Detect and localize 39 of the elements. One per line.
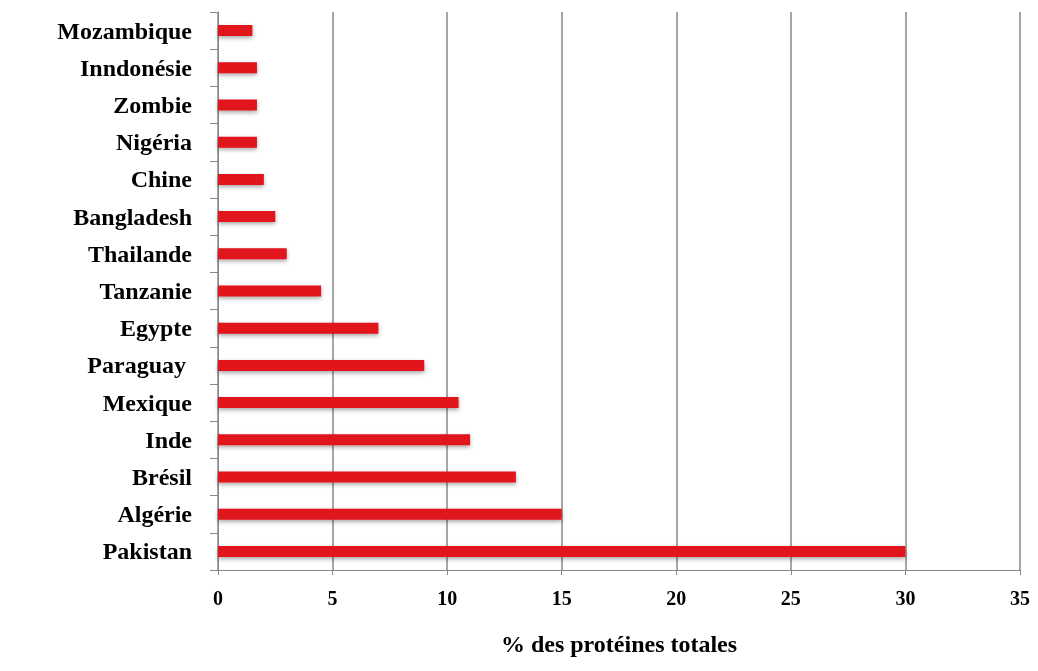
bar	[218, 211, 276, 223]
y-tick-label: Algérie	[117, 501, 193, 528]
bar	[218, 62, 257, 74]
y-tick-label: Zombie	[113, 92, 193, 118]
bar	[218, 173, 264, 185]
bar	[218, 434, 471, 446]
y-tick-label: Pakistan	[102, 538, 192, 565]
bar	[218, 508, 562, 520]
y-tick-label: Tanzanie	[99, 278, 193, 304]
bar	[218, 471, 516, 483]
y-tick-label: Nigéria	[116, 129, 192, 156]
bar	[218, 285, 322, 297]
x-tick-label: 25	[780, 587, 801, 609]
x-tick-label: 35	[1010, 587, 1030, 609]
bar	[218, 99, 257, 111]
y-tick-label: Bangladesh	[73, 203, 192, 230]
y-tick-label: Egypte	[120, 315, 193, 342]
y-tick-label: Thailande	[87, 240, 193, 267]
x-tick-label: 0	[213, 587, 223, 609]
y-tick-label: Brésil	[132, 464, 193, 490]
y-tick-label: Mexique	[102, 389, 193, 416]
x-axis-title: % des protéines totales	[500, 631, 738, 657]
x-tick-label: 15	[551, 587, 572, 609]
bar	[218, 545, 906, 557]
bar	[218, 25, 253, 37]
x-tick-label: 20	[666, 587, 687, 609]
bar	[218, 248, 287, 260]
x-tick-label: 10	[437, 587, 458, 609]
y-tick-label: Inndonésie	[79, 54, 193, 81]
y-tick-label: Mozambique	[57, 17, 193, 44]
bar	[218, 359, 425, 371]
bar	[218, 136, 257, 148]
bar	[218, 397, 459, 409]
y-tick-label: Inde	[145, 426, 193, 453]
y-tick-label: Chine	[130, 166, 193, 193]
y-tick-label: Paraguay	[87, 352, 192, 379]
x-tick-label: 5	[327, 587, 338, 609]
x-tick-label: 30	[895, 587, 916, 609]
bar	[218, 322, 379, 334]
